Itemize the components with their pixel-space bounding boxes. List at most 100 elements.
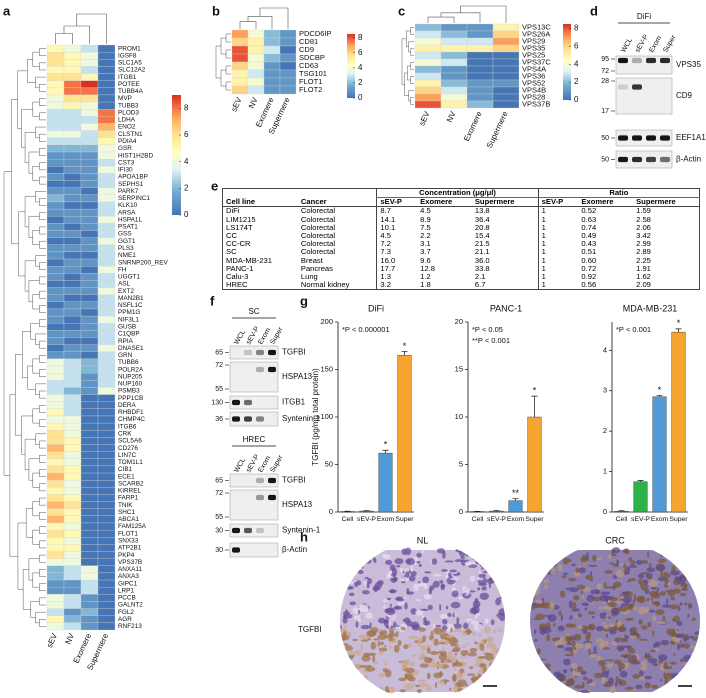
- table-cell: 0.56: [581, 280, 597, 290]
- tissue-texture: [556, 644, 565, 649]
- tissue-texture: [377, 634, 387, 640]
- heatmap-cell: [97, 308, 116, 317]
- heatmap-cell: [46, 315, 65, 324]
- blot-row-label: VPS35: [676, 60, 701, 69]
- dendrogram: [39, 512, 46, 520]
- heatmap-cell: [263, 53, 281, 63]
- row-label: ITGB1: [118, 74, 137, 81]
- annotation: **P < 0.001: [472, 336, 510, 345]
- tissue-texture: [349, 601, 357, 606]
- dendrogram: [32, 101, 40, 117]
- heatmap-cell: [80, 465, 99, 474]
- tissue-texture: [402, 596, 407, 600]
- tissue-texture: [530, 655, 535, 661]
- tissue-texture: [344, 645, 353, 652]
- marker-label: 50: [601, 135, 609, 142]
- table-cell: 12.8: [420, 263, 435, 273]
- tissue-texture: [415, 609, 424, 616]
- row-label: TUBB3: [118, 102, 139, 109]
- heatmap-cell: [46, 351, 65, 360]
- tissue-texture: [463, 622, 469, 630]
- colorbar: [563, 24, 571, 100]
- heatmap-cell: [97, 94, 116, 103]
- tissue-texture: [362, 590, 370, 595]
- tissue-texture: [422, 576, 430, 584]
- heatmap-cell: [46, 565, 65, 574]
- heatmap-cell: [46, 594, 65, 602]
- heatmap-cell: [63, 472, 82, 481]
- tissue-texture: [612, 547, 621, 554]
- table-cell: SC: [226, 247, 237, 257]
- table-cell: 4.5: [376, 231, 418, 241]
- tissue-texture: [466, 673, 476, 676]
- panel-letter: e: [211, 178, 218, 193]
- marker-label: 95: [601, 56, 609, 63]
- tissue-texture: [694, 680, 700, 684]
- tissue-texture: [622, 645, 633, 648]
- tissue-texture: [474, 641, 478, 645]
- row-label: ANXA3: [118, 573, 139, 580]
- tissue-texture: [553, 623, 556, 628]
- table-cell: 36.0: [474, 255, 490, 265]
- dendrogram: [39, 290, 46, 299]
- tissue-texture: [609, 629, 617, 635]
- tissue-texture: [444, 560, 454, 563]
- marker-label: 130: [211, 399, 223, 406]
- tissue-texture: [418, 563, 422, 568]
- heatmap-cell: [231, 85, 249, 95]
- tissue-texture: [469, 686, 477, 694]
- data-table: Concentration (μg/μl) Ratio Cell line Cance…: [222, 188, 700, 291]
- tissue-texture: [440, 584, 445, 591]
- error-bar: [656, 395, 663, 397]
- heatmap-cell: [63, 522, 82, 531]
- dendrogram: [39, 619, 46, 627]
- heatmap-cell: [97, 408, 116, 417]
- tissue-texture: [380, 641, 384, 646]
- heatmap-cell: [231, 77, 249, 87]
- tissue-texture: [400, 626, 406, 631]
- tissue-texture: [531, 568, 540, 572]
- table-cell: 2.1: [474, 272, 486, 282]
- heatmap-cell: [63, 515, 82, 524]
- tissue-texture: [663, 641, 666, 645]
- row-label: ENO2: [118, 124, 136, 131]
- row-label: LDHA: [118, 117, 136, 124]
- heatmap-cell: [97, 216, 116, 224]
- heatmap-cell: [63, 73, 82, 81]
- heatmap-cell: [80, 323, 99, 331]
- tissue-texture: [454, 653, 458, 656]
- heatmap-cell: [46, 401, 65, 409]
- blot-membrane: [229, 395, 279, 410]
- tissue-texture: [348, 585, 354, 590]
- tissue-texture: [535, 585, 541, 591]
- tissue-texture: [397, 601, 406, 605]
- heatmap-cell: [63, 351, 82, 360]
- heatmap-cell: [80, 387, 99, 395]
- blot-row-label: TGFBI: [282, 348, 306, 357]
- heatmap-cell: [97, 180, 116, 188]
- heatmap-cell: [279, 69, 297, 79]
- heatmap-cell: [46, 472, 65, 481]
- heatmap-cell: [63, 537, 82, 545]
- row-label: NUP160: [118, 381, 143, 388]
- tissue-texture: [549, 603, 555, 610]
- tissue-texture: [590, 571, 593, 576]
- heatmap-cell: [63, 323, 82, 331]
- heatmap-cell: [63, 287, 82, 295]
- tissue-texture: [361, 553, 365, 559]
- dendrogram: [239, 21, 257, 29]
- tissue-texture: [360, 624, 371, 630]
- heatmap-cell: [440, 65, 468, 74]
- tissue-texture: [617, 626, 627, 633]
- tissue-texture: [424, 571, 432, 574]
- tissue-texture: [444, 679, 447, 685]
- heatmap-cell: [63, 273, 82, 281]
- tissue-texture: [676, 620, 683, 626]
- tissue-texture: [597, 655, 601, 659]
- tissue-texture: [586, 594, 595, 603]
- table-cell: 3.1: [420, 239, 431, 249]
- heatmap-cell: [80, 522, 99, 531]
- tissue-texture: [535, 663, 538, 671]
- tissue-texture: [581, 554, 588, 563]
- tissue-texture: [449, 687, 452, 691]
